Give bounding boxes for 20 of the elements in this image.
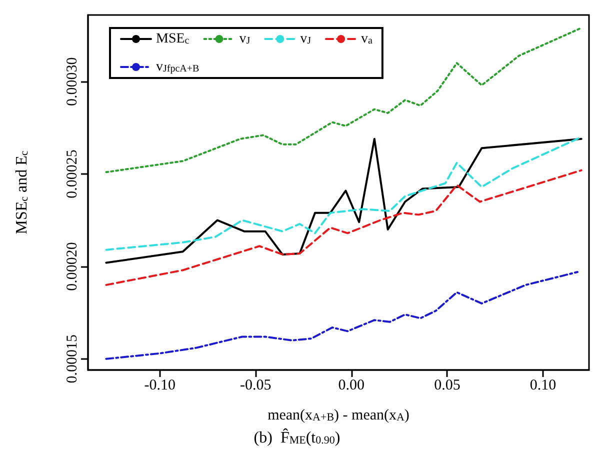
line-series: [105, 271, 579, 360]
line-series: [105, 26, 582, 174]
y-tick-label: 0.00030: [64, 57, 80, 106]
legend-label: va: [361, 32, 374, 46]
y-tick-label: 0.00020: [64, 242, 80, 291]
x-axis-title: mean(xA+B) - mean(xA): [268, 408, 410, 424]
x-tick-label: 0.10: [530, 378, 556, 394]
x-tick-label: 0.05: [434, 378, 460, 394]
y-tick-label: 0.00025: [64, 150, 80, 198]
legend-label: MSEc: [156, 32, 190, 46]
legend-label: vJ: [239, 32, 250, 46]
x-tick-label: -0.10: [144, 378, 176, 394]
legend-label: vJfpcA+B: [156, 60, 200, 74]
y-axis-title: MSEc and Ec: [14, 150, 30, 234]
legend-label: vJ: [300, 32, 312, 46]
x-tick-label: -0.05: [240, 378, 272, 394]
y-tick-label: 0.00015: [64, 334, 80, 384]
text: (b) F̂ME(t0.90): [254, 427, 340, 446]
line-series: [105, 169, 582, 286]
x-tick-label: 0.00: [338, 378, 365, 394]
